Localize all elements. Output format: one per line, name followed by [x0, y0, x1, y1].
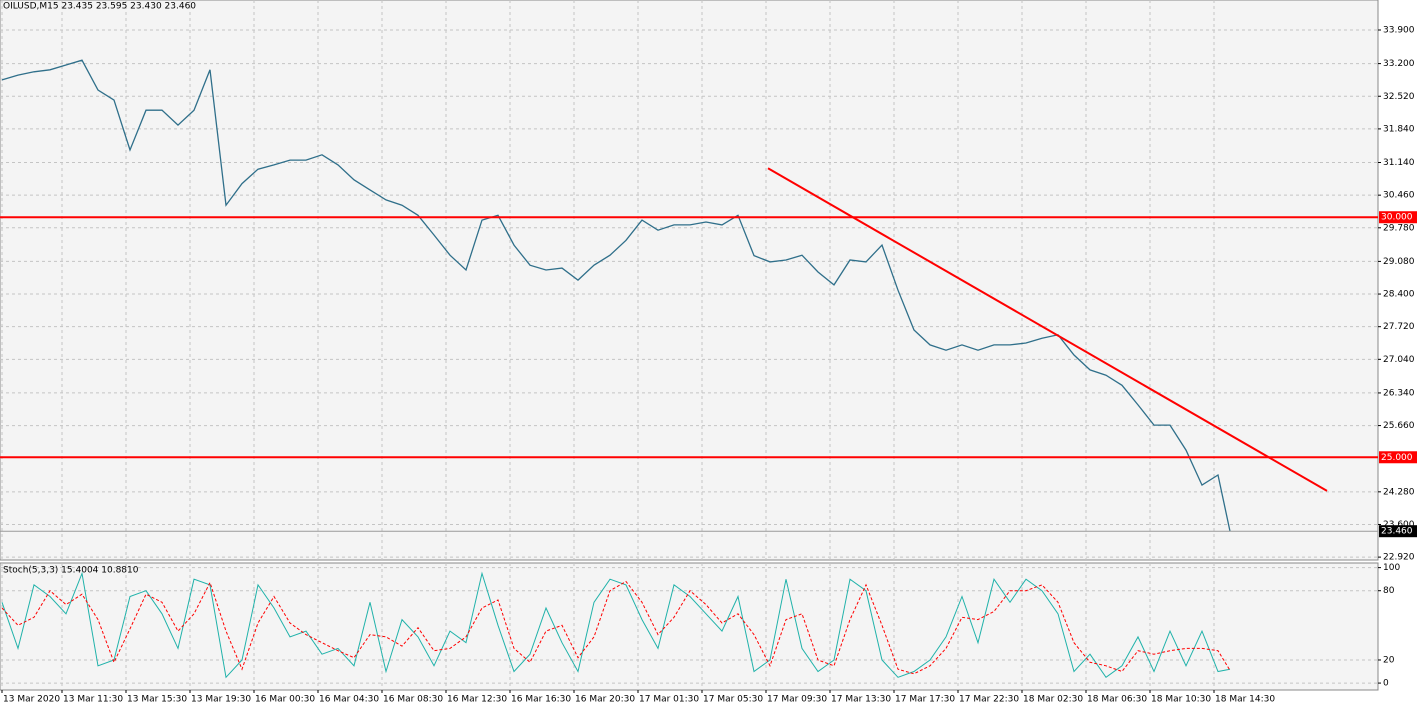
x-tick-label: 17 Mar 22:30 [959, 695, 1019, 705]
x-tick-label: 17 Mar 13:30 [831, 695, 891, 705]
stoch-line [1, 571, 1231, 679]
x-tick-label: 18 Mar 06:30 [1087, 695, 1147, 705]
x-tick-label: 16 Mar 00:30 [255, 695, 315, 705]
y-tick-label: 32.520 [1383, 92, 1415, 102]
y-tick-label: 22.920 [1383, 553, 1415, 563]
y-tick-label: 27.040 [1383, 355, 1415, 365]
level-tag [1379, 451, 1417, 464]
price-line [1, 59, 1231, 532]
x-tick-label: 13 Mar 15:30 [127, 695, 187, 705]
y-tick-label: 27.720 [1383, 322, 1415, 332]
x-tick-label: 17 Mar 01:30 [639, 695, 699, 705]
y-tick-label: 0 [1383, 679, 1389, 689]
y-tick-label: 25.660 [1383, 421, 1415, 431]
y-tick-label: 20 [1383, 655, 1395, 665]
x-tick-label: 16 Mar 12:30 [447, 695, 507, 705]
x-tick-label: 16 Mar 08:30 [383, 695, 443, 705]
x-tick-label: 17 Mar 05:30 [703, 695, 763, 705]
x-tick-label: 13 Mar 11:30 [63, 695, 123, 705]
x-tick-label: 17 Mar 17:30 [895, 695, 955, 705]
x-tick-label: 13 Mar 2020 [3, 695, 60, 705]
y-tick-label: 31.840 [1383, 124, 1415, 134]
current-price-tag [1379, 525, 1417, 538]
x-tick-label: 18 Mar 14:30 [1215, 695, 1275, 705]
y-tick-label: 26.340 [1383, 388, 1415, 398]
y-tick-label: 31.140 [1383, 158, 1415, 168]
stoch-panel [0, 562, 1379, 691]
current-price-label: 23.460 [1381, 527, 1413, 537]
chart-title: OILUSD,M15 23.435 23.595 23.430 23.460 [3, 2, 196, 12]
y-tick-label: 100 [1383, 563, 1400, 573]
stoch-title: Stoch(5,3,3) 15.4004 10.8810 [3, 566, 139, 576]
y-tick-label: 30.460 [1383, 191, 1415, 201]
y-tick-label: 28.400 [1383, 290, 1415, 300]
trend-line [767, 167, 1328, 492]
x-tick-label: 16 Mar 16:30 [511, 695, 571, 705]
x-tick-label: 13 Mar 19:30 [191, 695, 251, 705]
x-tick-label: 16 Mar 04:30 [319, 695, 379, 705]
x-tick-label: 16 Mar 20:30 [575, 695, 635, 705]
y-tick-label: 24.280 [1383, 487, 1415, 497]
y-tick-label: 33.200 [1383, 59, 1415, 69]
x-tick-label: 18 Mar 02:30 [1023, 695, 1083, 705]
x-tick-label: 17 Mar 09:30 [767, 695, 827, 705]
y-tick-label: 33.900 [1383, 26, 1415, 36]
level-label: 30.000 [1381, 213, 1413, 223]
level-tag [1379, 211, 1417, 224]
stoch-line [1, 580, 1231, 675]
level-label: 25.000 [1381, 453, 1413, 463]
y-tick-label: 80 [1383, 586, 1395, 596]
x-tick-label: 18 Mar 10:30 [1151, 695, 1211, 705]
y-tick-label: 23.600 [1383, 520, 1415, 530]
y-tick-label: 29.780 [1383, 223, 1415, 233]
price-panel [0, 0, 1379, 561]
y-tick-label: 29.080 [1383, 257, 1415, 267]
